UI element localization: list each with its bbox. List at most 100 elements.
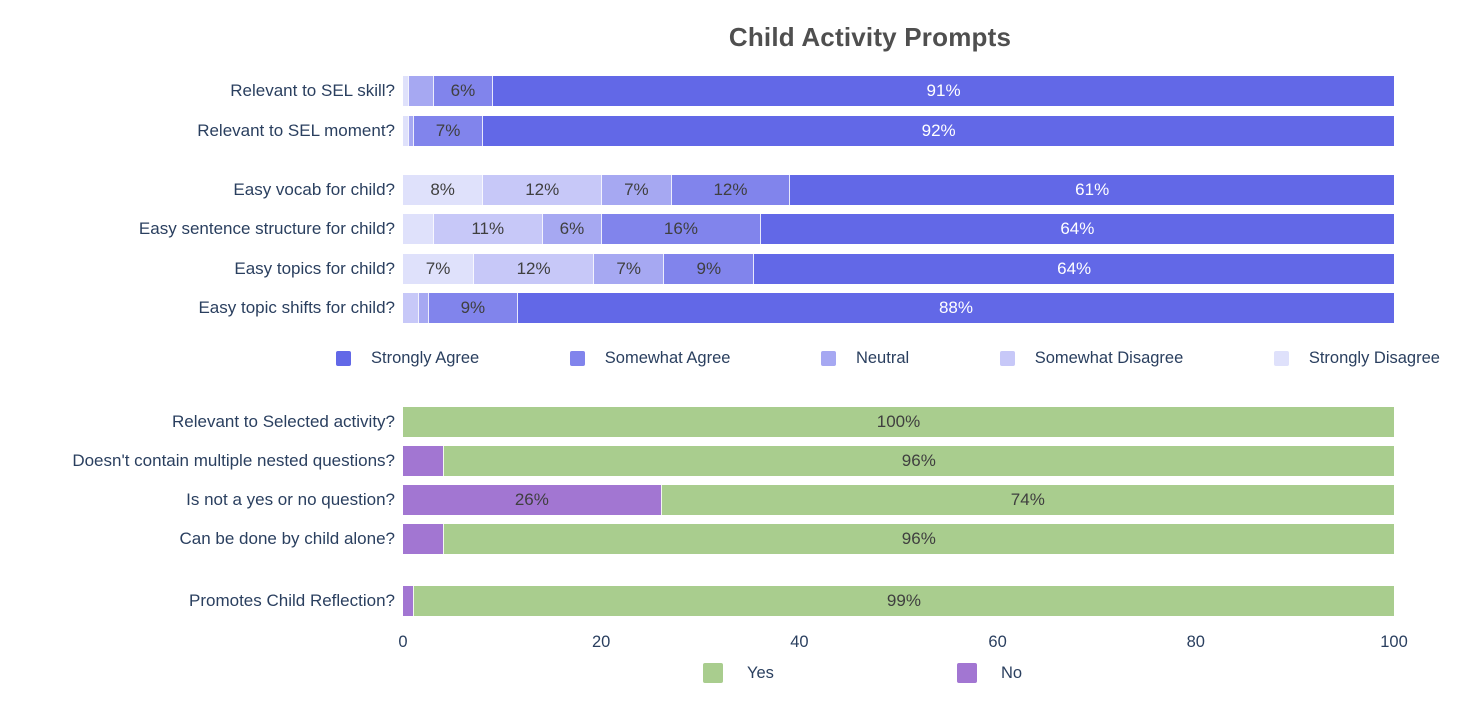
bar-row: Easy topic shifts for child? 9% 88% (0, 293, 1459, 323)
category-label: Easy topics for child? (234, 258, 395, 278)
category-label: Relevant to SEL skill? (230, 81, 395, 100)
bar-track: 7% 92% (403, 115, 1394, 146)
legend-item-neutral[interactable]: Neutral (820, 349, 910, 368)
bar-segment-somewhat_disagree: 12% (482, 174, 602, 205)
legend-swatch (1273, 351, 1289, 366)
bar-segment-neutral (407, 115, 413, 146)
legend-swatch (820, 351, 836, 366)
bar-segment-somewhat_agree: 7% (412, 115, 483, 146)
bar-segment-no: 26% (403, 485, 661, 515)
bar-segment-strongly_disagree (403, 76, 408, 106)
chart-title: Child Activity Prompts (728, 22, 1012, 52)
bar-track: 99% (403, 586, 1394, 616)
bar-row: Doesn't contain multiple nested question… (0, 446, 1459, 476)
bar-segment-strongly_agree: 61% (789, 174, 1394, 205)
bar-segment-yes: 96% (442, 524, 1394, 554)
bar-row: Is not a yes or no question? 26% 74% (0, 485, 1459, 515)
bar-track: 96% (403, 524, 1394, 554)
bar-segment-neutral: 7% (593, 253, 664, 284)
legend-item-strongly-disagree[interactable]: Strongly Disagree (1273, 349, 1440, 368)
legend-label: Strongly Disagree (1308, 349, 1440, 367)
legend-swatch (999, 351, 1015, 366)
category-label: Easy vocab for child? (233, 179, 395, 199)
bar-row: Promotes Child Reflection? 99% (0, 586, 1459, 616)
bar-segment-somewhat_agree: 16% (601, 214, 760, 244)
bar-track: 96% (403, 446, 1394, 476)
category-label: Relevant to Selected activity? (171, 412, 395, 431)
bar-row: Relevant to SEL skill? 6% 91% (0, 76, 1459, 106)
category-label: Doesn't contain multiple nested question… (72, 451, 395, 470)
legend-swatch (957, 663, 977, 683)
legend-item-somewhat-agree[interactable]: Somewhat Agree (569, 349, 731, 368)
bar-segment-somewhat_agree: 9% (663, 253, 754, 284)
bar-track: 6% 91% (403, 76, 1394, 106)
bar-segment-strongly_disagree: 7% (403, 253, 474, 284)
legend-label: Yes (747, 663, 774, 682)
bar-segment-strongly_disagree (403, 214, 433, 244)
x-axis: 0 20 40 60 80 100 (0, 633, 1459, 655)
bar-segment-yes: 99% (412, 586, 1394, 616)
bar-segment-no (403, 524, 443, 554)
bar-segment-yes: 74% (660, 485, 1394, 515)
legend-item-somewhat-disagree[interactable]: Somewhat Disagree (999, 349, 1184, 368)
bar-segment-somewhat_agree: 9% (427, 293, 517, 323)
bar-track: 100% (403, 407, 1394, 437)
legend-label: Neutral (855, 349, 910, 367)
bar-segment-strongly_disagree (403, 115, 408, 146)
x-tick-label: 100 (1380, 633, 1408, 651)
bar-track: 11% 6% 16% 64% (403, 214, 1394, 244)
bar-segment-strongly_agree: 64% (759, 214, 1394, 244)
x-tick-label: 80 (1186, 633, 1205, 651)
bar-segment-somewhat_disagree (403, 293, 418, 323)
category-label: Easy topic shifts for child? (198, 298, 395, 317)
bar-segment-strongly_agree: 92% (482, 115, 1394, 146)
bar-segment-somewhat_agree: 12% (670, 174, 790, 205)
bar-segment-yes: 96% (442, 446, 1394, 476)
bar-segment-strongly_disagree: 8% (403, 174, 483, 205)
legend-label: No (1001, 663, 1023, 682)
legend-label: Strongly Agree (371, 349, 480, 367)
bar-track: 8% 12% 7% 12% 61% (403, 174, 1394, 205)
bar-segment-neutral (417, 293, 428, 323)
category-label: Relevant to SEL moment? (197, 120, 395, 140)
bar-row: Easy vocab for child? 8% 12% 7% 12% 61% (0, 174, 1459, 205)
x-tick-label: 20 (592, 633, 611, 651)
legend-swatch (569, 351, 585, 366)
bar-row: Relevant to SEL moment? 7% 92% (0, 115, 1459, 146)
x-tick-label: 0 (398, 633, 408, 651)
bar-segment-neutral: 6% (541, 214, 602, 244)
bar-segment-somewhat_disagree: 12% (473, 253, 594, 284)
bar-segment-somewhat_disagree: 11% (432, 214, 542, 244)
likert-legend: Strongly Agree Somewhat Agree Neutral Somew… (336, 349, 1440, 368)
bar-track: 26% 74% (403, 485, 1394, 515)
bar-segment-no (403, 446, 443, 476)
bar-row: Can be done by child alone? 96% (0, 524, 1459, 554)
bar-segment-strongly_agree: 88% (516, 293, 1394, 323)
legend-label: Somewhat Disagree (1034, 349, 1184, 367)
x-tick-label: 60 (988, 633, 1007, 651)
bar-segment-no (403, 586, 413, 616)
legend-item-no[interactable]: No (957, 663, 1022, 683)
category-label: Easy sentence structure for child? (138, 219, 395, 238)
bar-track: 9% 88% (403, 293, 1394, 323)
category-label: Promotes Child Reflection? (189, 591, 395, 610)
bar-track: 7% 12% 7% 9% 64% (403, 253, 1394, 284)
category-label: Can be done by child alone? (179, 529, 396, 548)
bar-segment-neutral: 7% (601, 174, 671, 205)
bar-segment-strongly_agree: 91% (492, 76, 1394, 106)
legend-swatch (336, 351, 351, 366)
bar-row: Easy topics for child? 7% 12% 7% 9% 64% (0, 253, 1459, 284)
x-tick-label: 40 (790, 633, 809, 651)
category-label: Is not a yes or no question? (186, 490, 395, 509)
legend-item-yes[interactable]: Yes (703, 663, 774, 683)
bar-segment-strongly_agree: 64% (753, 253, 1394, 284)
bar-segment-neutral (407, 76, 433, 106)
bar-segment-yes: 100% (403, 407, 1394, 437)
legend-label: Somewhat Agree (604, 349, 731, 367)
legend-item-strongly-agree[interactable]: Strongly Agree (336, 349, 479, 368)
legend-swatch (703, 663, 723, 683)
bar-row: Relevant to Selected activity? 100% (0, 407, 1459, 437)
bar-segment-somewhat_agree: 6% (432, 76, 493, 106)
bar-row: Easy sentence structure for child? 11% 6% 1… (0, 214, 1459, 244)
